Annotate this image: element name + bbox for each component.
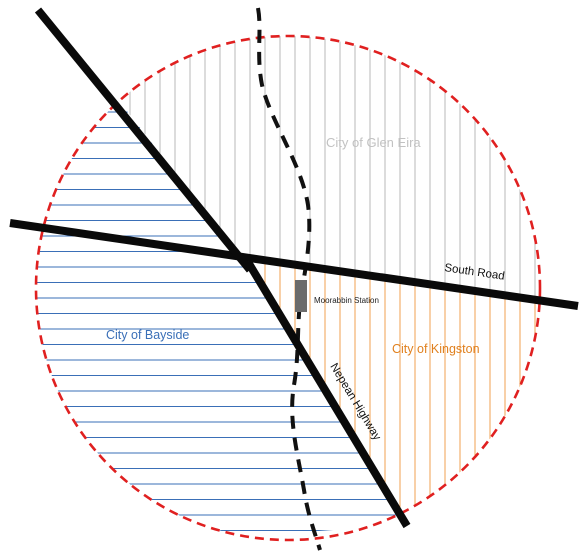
bayside-label: City of Bayside — [106, 328, 189, 342]
kingston-label: City of Kingston — [392, 342, 480, 356]
south-road-line — [9, 219, 579, 310]
boundary-circle — [34, 34, 542, 542]
glen-eira-label: City of Glen Eira — [326, 135, 421, 150]
south-road-label: South Road — [444, 262, 506, 283]
moorabbin-station-marker — [295, 280, 307, 312]
nepean-highway-line-south — [244, 259, 411, 529]
moorabbin-station-label: Moorabbin Station — [314, 296, 379, 305]
nepean-highway-line-north — [34, 7, 254, 273]
